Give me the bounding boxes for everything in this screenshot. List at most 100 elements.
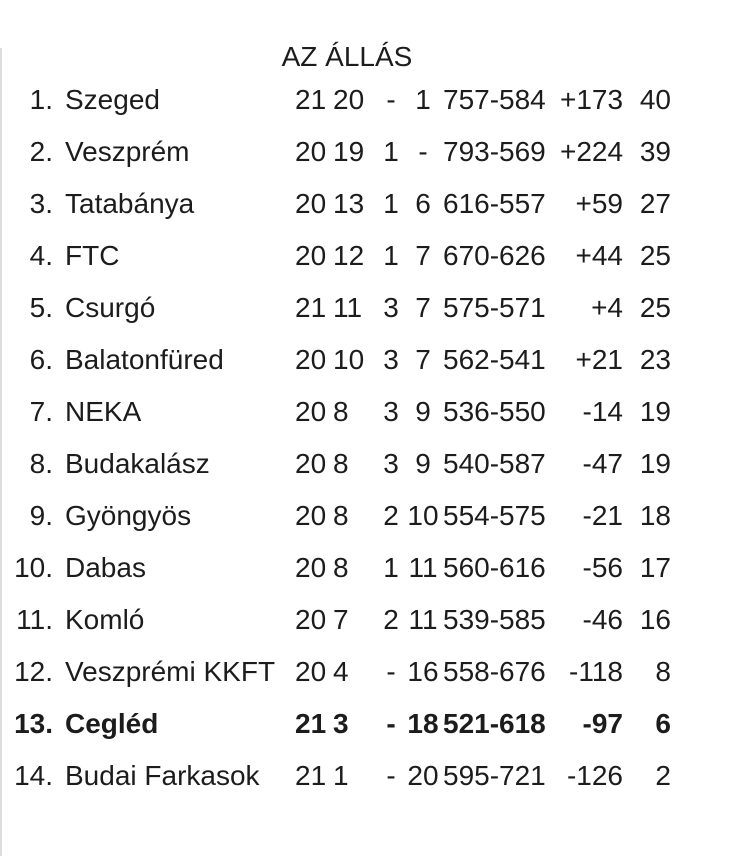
goal-diff-cell: -56 (582, 552, 623, 583)
standings-row: 5. Csurgó 21 11 3 7 575-571 +4 25 (0, 282, 756, 334)
rank-cell: 11. (16, 604, 53, 635)
points-cell: 25 (639, 292, 671, 323)
losses-cell: 7 (415, 240, 431, 271)
standings-row: 8. Budakalász 20 8 3 9 540-587 -47 19 (0, 438, 756, 490)
standings-row: 13. Cegléd 21 3 - 18 521-618 -97 6 (0, 698, 756, 750)
goal-diff-cell: +44 (575, 240, 624, 271)
draws-cell: 3 (383, 292, 399, 323)
standings-row: 3. Tatabánya 20 13 1 6 616-557 +59 27 (0, 178, 756, 230)
games-played-cell: 20 (295, 656, 327, 687)
team-cell: NEKA (65, 396, 142, 427)
losses-cell: 9 (415, 448, 431, 479)
wins-cell: 11 (333, 292, 363, 323)
team-cell: Tatabánya (65, 188, 195, 219)
points-cell: 40 (639, 84, 671, 115)
standings-row: 7. NEKA 20 8 3 9 536-550 -14 19 (0, 386, 756, 438)
games-played-cell: 20 (295, 448, 327, 479)
draws-cell: - (386, 656, 396, 687)
rank-cell: 8. (29, 448, 53, 479)
standings-row: 4. FTC 20 12 1 7 670-626 +44 25 (0, 230, 756, 282)
wins-cell: 20 (333, 84, 365, 115)
games-played-cell: 20 (295, 396, 327, 427)
standings-row: 12. Veszprémi KKFT 20 4 - 16 558-676 -11… (0, 646, 756, 698)
wins-cell: 8 (333, 396, 349, 427)
goal-diff-cell: -118 (569, 656, 623, 687)
team-cell: FTC (65, 240, 120, 271)
wins-cell: 3 (333, 708, 349, 739)
goal-diff-cell: +59 (575, 188, 624, 219)
draws-cell: 1 (383, 552, 399, 583)
games-played-cell: 21 (295, 84, 327, 115)
standings-row: 6. Balatonfüred 20 10 3 7 562-541 +21 23 (0, 334, 756, 386)
points-cell: 16 (639, 604, 671, 635)
games-played-cell: 20 (295, 552, 327, 583)
losses-cell: 7 (415, 344, 431, 375)
wins-cell: 13 (333, 188, 365, 219)
team-cell: Budai Farkasok (65, 760, 260, 791)
rank-cell: 9. (29, 500, 53, 531)
games-played-cell: 21 (295, 292, 327, 323)
team-cell: Csurgó (65, 292, 156, 323)
losses-cell: - (418, 136, 428, 167)
team-cell: Cegléd (65, 708, 159, 739)
rank-cell: 2. (29, 136, 53, 167)
team-cell: Veszprémi KKFT (65, 656, 276, 687)
rank-cell: 14. (14, 760, 53, 791)
goal-diff-cell: -97 (582, 708, 623, 739)
wins-cell: 8 (333, 448, 349, 479)
standings-row: 1. Szeged 21 20 - 1 757-584 +173 40 (0, 74, 756, 126)
standings-row: 9. Gyöngyös 20 8 2 10 554-575 -21 18 (0, 490, 756, 542)
goals-cell: 562-541 (443, 344, 546, 375)
goals-cell: 521-618 (443, 708, 546, 739)
draws-cell: - (386, 84, 396, 115)
wins-cell: 1 (333, 760, 349, 791)
goals-cell: 558-676 (443, 656, 546, 687)
team-cell: Gyöngyös (65, 500, 192, 531)
points-cell: 18 (639, 500, 671, 531)
draws-cell: 2 (383, 604, 399, 635)
games-played-cell: 20 (295, 500, 327, 531)
losses-cell: 16 (407, 656, 439, 687)
goals-cell: 540-587 (443, 448, 546, 479)
wins-cell: 7 (333, 604, 349, 635)
draws-cell: - (386, 760, 396, 791)
goals-cell: 575-571 (443, 292, 546, 323)
goal-diff-cell: +4 (591, 292, 623, 323)
team-cell: Budakalász (65, 448, 210, 479)
team-cell: Balatonfüred (65, 344, 224, 375)
points-cell: 19 (639, 448, 671, 479)
points-cell: 8 (655, 656, 671, 687)
team-cell: Szeged (65, 84, 160, 115)
points-cell: 6 (655, 708, 671, 739)
standings-title: AZ ÁLLÁS (281, 41, 413, 72)
goal-diff-cell: -126 (566, 760, 623, 791)
goals-cell: 539-585 (443, 604, 546, 635)
losses-cell: 11 (408, 552, 438, 583)
losses-cell: 10 (407, 500, 439, 531)
draws-cell: 3 (383, 448, 399, 479)
draws-cell: 3 (383, 344, 399, 375)
points-cell: 39 (639, 136, 671, 167)
team-cell: Dabas (65, 552, 146, 583)
goals-cell: 595-721 (443, 760, 546, 791)
draws-cell: 2 (383, 500, 399, 531)
points-cell: 2 (655, 760, 671, 791)
standings-table: 1. Szeged 21 20 - 1 757-584 +173 40 2. V… (0, 74, 756, 802)
standings-row: 2. Veszprém 20 19 1 - 793-569 +224 39 (0, 126, 756, 178)
games-played-cell: 20 (295, 136, 327, 167)
games-played-cell: 20 (295, 604, 327, 635)
team-cell: Veszprém (65, 136, 190, 167)
draws-cell: 1 (383, 188, 399, 219)
losses-cell: 1 (415, 84, 431, 115)
goal-diff-cell: -21 (582, 500, 623, 531)
points-cell: 23 (639, 344, 671, 375)
points-cell: 27 (639, 188, 671, 219)
rank-cell: 10. (14, 552, 53, 583)
losses-cell: 18 (407, 708, 439, 739)
wins-cell: 4 (333, 656, 349, 687)
goals-cell: 560-616 (443, 552, 546, 583)
rank-cell: 7. (29, 396, 53, 427)
wins-cell: 8 (333, 552, 349, 583)
goals-cell: 670-626 (443, 240, 546, 271)
wins-cell: 8 (333, 500, 349, 531)
